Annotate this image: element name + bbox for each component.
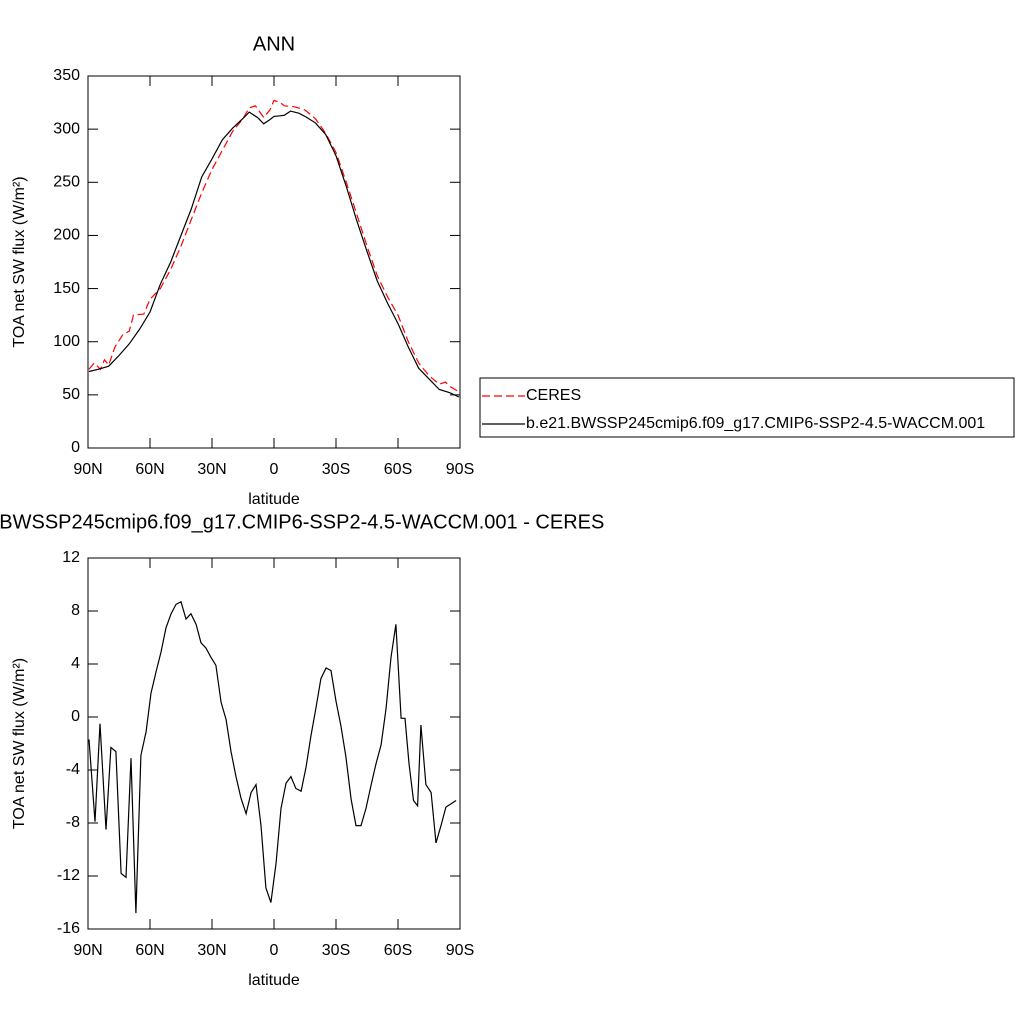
y-tick-label: -8 xyxy=(66,814,80,831)
data-line xyxy=(88,110,460,398)
y-tick-label: 150 xyxy=(53,280,80,297)
x-tick-label: 60N xyxy=(135,461,164,478)
y-tick-label: 0 xyxy=(71,708,80,725)
chart-title: ANN xyxy=(253,33,295,55)
x-tick-label: 90N xyxy=(73,461,102,478)
y-axis-label: TOA net SW flux (W/m²) xyxy=(11,658,28,829)
data-line xyxy=(88,600,457,914)
x-tick-label: 60S xyxy=(384,461,412,478)
x-tick-label: 0 xyxy=(270,942,279,959)
x-axis-label: latitude xyxy=(248,491,300,508)
x-tick-label: 90S xyxy=(446,942,474,959)
x-tick-label: 60S xyxy=(384,942,412,959)
x-tick-label: 60N xyxy=(135,942,164,959)
plot-frame xyxy=(87,75,461,449)
x-axis-label: latitude xyxy=(248,972,300,989)
x-tick-label: 30S xyxy=(322,461,350,478)
x-tick-label: 30S xyxy=(322,942,350,959)
y-tick-label: 4 xyxy=(71,655,80,672)
y-tick-label: 350 xyxy=(53,67,80,84)
y-tick-label: 100 xyxy=(53,333,80,350)
x-tick-label: 90S xyxy=(446,461,474,478)
legend-label: CERES xyxy=(526,387,581,404)
data-line xyxy=(88,99,460,393)
x-tick-label: 0 xyxy=(270,461,279,478)
y-tick-label: 8 xyxy=(71,602,80,619)
y-tick-label: 0 xyxy=(71,439,80,456)
y-tick-label: -4 xyxy=(66,761,80,778)
y-axis-label: TOA net SW flux (W/m²) xyxy=(11,176,28,347)
plot-frame xyxy=(87,557,461,930)
chart-title: b.e21.BWSSP245cmip6.f09_g17.CMIP6-SSP2-4… xyxy=(0,511,604,533)
y-tick-label: 12 xyxy=(62,549,80,566)
y-tick-label: 50 xyxy=(62,386,80,403)
legend-box xyxy=(479,377,1015,438)
legend-label: b.e21.BWSSP245cmip6.f09_g17.CMIP6-SSP2-4… xyxy=(526,415,985,432)
x-tick-label: 30N xyxy=(197,461,226,478)
x-tick-label: 30N xyxy=(197,942,226,959)
y-tick-label: -12 xyxy=(57,867,80,884)
y-tick-label: -16 xyxy=(57,920,80,937)
y-tick-label: 300 xyxy=(53,120,80,137)
x-tick-label: 90N xyxy=(73,942,102,959)
y-tick-label: 200 xyxy=(53,227,80,244)
y-tick-label: 250 xyxy=(53,174,80,191)
